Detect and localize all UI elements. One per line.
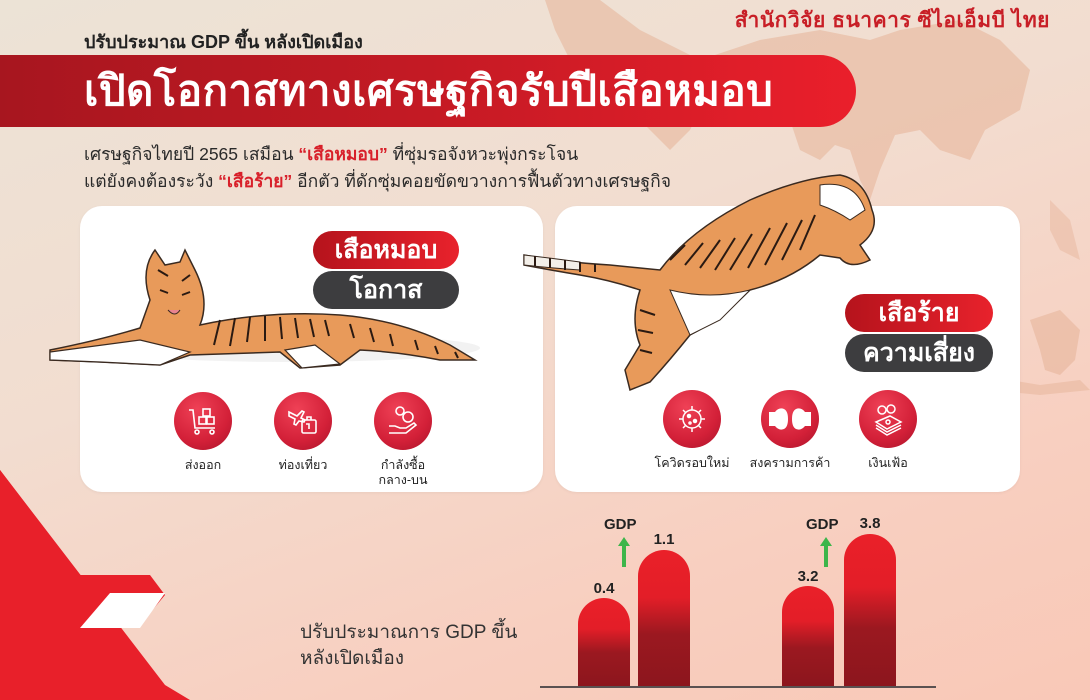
bar-group1-after [638, 550, 690, 686]
up-arrow-icon [820, 537, 832, 567]
money-coins-icon [859, 390, 917, 448]
risk-tags: เสือร้าย ความเสี่ยง [845, 294, 993, 372]
gdp-annotation: GDP [604, 516, 637, 533]
opportunity-icons: ส่งออก ท่องเที่ยว กำลังซื้อ กลาง-บน [168, 392, 438, 488]
gdp-bar-chart: 0.4 1.1 GDP 3.2 3.8 GDP [540, 500, 960, 690]
bar-group1-before [578, 598, 630, 686]
intro-text-part: ที่ซุ่มรอจังหวะพุ่งกระโจน [387, 144, 579, 164]
tag-fierce-tiger: เสือร้าย [845, 294, 993, 332]
tag-opportunity: โอกาส [313, 271, 459, 309]
leaping-tiger-illustration [523, 174, 875, 392]
risk-icons: โควิดรอบใหม่ สงครามการค้า เงินเฟ้อ [654, 390, 923, 471]
boxing-gloves-icon [761, 390, 819, 448]
icon-label: ส่งออก [184, 458, 222, 472]
source-org: สำนักวิจัย ธนาคาร ซีไอเอ็มบี ไทย [734, 9, 1050, 32]
risk-item-covid: โควิดรอบใหม่ [654, 390, 730, 471]
hand-coins-icon [374, 392, 432, 450]
intro-line-1: เศรษฐกิจไทยปี 2565 เสมือน “เสือหมอบ” ที่… [84, 141, 671, 168]
intro-text-part: แต่ยังคงต้องระวัง [84, 171, 219, 191]
highlight-fierce-tiger: “เสือร้าย” [218, 171, 293, 191]
risk-item-trade-war: สงครามการค้า [750, 390, 830, 471]
opportunity-item-export: ส่งออก [168, 392, 238, 488]
intro-text: เศรษฐกิจไทยปี 2565 เสมือน “เสือหมอบ” ที่… [84, 141, 671, 195]
cart-boxes-icon [174, 392, 232, 450]
chart-caption: ปรับประมาณการ GDP ขึ้น หลังเปิดเมือง [300, 620, 517, 672]
opportunity-tags: เสือหมอบ โอกาส [313, 231, 459, 309]
icon-label: เงินเฟ้อ [868, 456, 908, 470]
bar-value-label: 0.4 [593, 580, 615, 597]
tag-risk: ความเสี่ยง [845, 334, 993, 372]
crouching-tiger-illustration [49, 248, 480, 369]
highlight-crouching-tiger: “เสือหมอบ” [298, 144, 388, 164]
virus-icon [663, 390, 721, 448]
chart-caption-line-1: ปรับประมาณการ GDP ขึ้น [300, 622, 518, 643]
intro-text-part: อีกตัว ที่ดักซุ่มคอยขัดขวางการฟื้นตัวทาง… [292, 171, 672, 191]
plane-luggage-icon [274, 392, 332, 450]
bar-group2-before [782, 586, 834, 686]
chart-caption-line-2: หลังเปิดเมือง [300, 648, 405, 669]
icon-label: โควิดรอบใหม่ [654, 456, 730, 470]
opportunity-item-tourism: ท่องเที่ยว [268, 392, 338, 488]
gdp-annotation: GDP [806, 516, 839, 533]
tag-crouching-tiger: เสือหมอบ [313, 231, 459, 269]
opportunity-item-purchasing-power: กำลังซื้อ กลาง-บน [368, 392, 438, 488]
icon-label: สงครามการค้า [749, 456, 831, 470]
risk-item-inflation: เงินเฟ้อ [853, 390, 923, 471]
bar-group2-after [844, 534, 896, 686]
page-title: เปิดโอกาสทางเศรษฐกิจรับปีเสือหมอบ [84, 67, 774, 114]
bar-value-label: 1.1 [653, 531, 675, 548]
bar-value-label: 3.2 [797, 568, 819, 585]
icon-label: ท่องเที่ยว [278, 458, 328, 472]
title-banner: เปิดโอกาสทางเศรษฐกิจรับปีเสือหมอบ [0, 55, 856, 127]
chart-baseline [540, 686, 936, 688]
intro-line-2: แต่ยังคงต้องระวัง “เสือร้าย” อีกตัว ที่ด… [84, 168, 671, 195]
up-arrow-icon [618, 537, 630, 567]
bar-value-label: 3.8 [859, 515, 881, 532]
intro-text-part: เศรษฐกิจไทยปี 2565 เสมือน [84, 144, 299, 164]
icon-label: กำลังซื้อ กลาง-บน [378, 458, 428, 487]
subtitle: ปรับประมาณ GDP ขึ้น หลังเปิดเมือง [84, 32, 363, 52]
red-chevron-decoration [0, 470, 190, 700]
